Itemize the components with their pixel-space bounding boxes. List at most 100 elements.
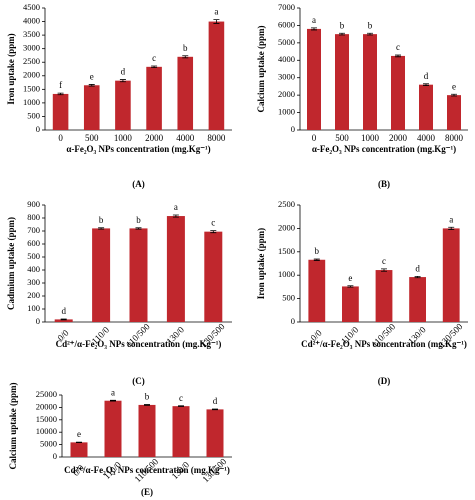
y-tick-label: 2000: [23, 70, 40, 80]
error-bar: [151, 65, 158, 69]
bar: [166, 216, 185, 322]
y-tick-label: 800: [27, 212, 40, 222]
y-axis-label: Iron uptake (ppm): [256, 228, 266, 299]
y-tick-label: 0: [53, 451, 57, 461]
bar: [391, 55, 405, 130]
y-tick-label: 2500: [23, 56, 40, 66]
error-bar: [311, 27, 317, 31]
bar: [115, 80, 131, 130]
significance-letter: a: [174, 202, 178, 212]
y-tick-label: 500: [27, 110, 40, 120]
significance-letter: b: [136, 215, 141, 225]
bar: [308, 259, 326, 322]
x-tick-label: 4000: [417, 133, 436, 143]
y-axis-label: Cadmium uptake (ppm): [6, 217, 16, 310]
error-bar: [57, 92, 64, 96]
y-tick-label: 300: [27, 277, 40, 287]
significance-letter: b: [340, 20, 345, 30]
bar: [307, 28, 321, 131]
significance-letter: d: [415, 263, 420, 273]
bar: [146, 66, 162, 130]
y-tick-label: 10000: [36, 426, 57, 436]
error-bar: [210, 230, 217, 234]
panel-label: (E): [141, 487, 153, 497]
y-tick-label: 7000: [278, 2, 295, 12]
error-bar: [423, 83, 429, 86]
x-axis-label: Cd²⁺/α-Fe₂O₃ NPs concentration (mg.Kg⁻¹): [56, 339, 222, 349]
significance-letter: b: [99, 215, 104, 225]
panel-label: (B): [378, 179, 390, 189]
significance-letter: d: [424, 71, 429, 81]
x-tick-label: 2000: [145, 133, 164, 143]
bar: [138, 404, 156, 457]
x-axis-label: α-Fe₂O₃ NPs concentration (mg.Kg⁻¹): [312, 144, 456, 154]
y-tick-label: 500: [27, 251, 40, 261]
x-tick-label: 0: [312, 133, 317, 143]
bar: [92, 228, 111, 322]
bar: [363, 34, 377, 131]
significance-letter: e: [452, 81, 456, 91]
error-bar: [172, 214, 179, 218]
significance-letter: f: [59, 80, 62, 90]
y-tick-label: 3500: [23, 29, 40, 39]
error-bar: [144, 404, 150, 406]
y-tick-label: 15000: [36, 414, 57, 424]
error-bar: [339, 32, 345, 36]
bar: [208, 21, 225, 130]
significance-letter: d: [121, 67, 126, 77]
bar: [442, 228, 460, 322]
significance-letter: e: [90, 72, 94, 82]
bar: [375, 270, 393, 322]
y-tick-label: 0: [291, 124, 295, 134]
significance-letter: c: [211, 218, 215, 228]
error-bar: [110, 399, 116, 402]
bar: [409, 277, 426, 322]
y-tick-label: 400: [27, 264, 40, 274]
y-tick-label: 1000: [23, 97, 40, 107]
bar: [52, 93, 69, 130]
y-tick-label: 200: [27, 290, 40, 300]
error-bar: [448, 226, 455, 230]
error-bar: [347, 285, 354, 288]
y-tick-label: 600: [27, 238, 40, 248]
panel-label: (C): [132, 376, 145, 386]
bar: [70, 442, 88, 457]
x-tick-label: 8000: [445, 133, 464, 143]
significance-letter: a: [449, 214, 453, 224]
significance-letter: b: [315, 246, 320, 256]
error-bar: [98, 227, 105, 230]
error-bar: [182, 55, 189, 59]
x-tick-label: 500: [335, 133, 349, 143]
x-tick-label: 4000: [176, 133, 195, 143]
y-tick-label: 25000: [36, 389, 57, 399]
x-tick-label: 500: [85, 133, 99, 143]
significance-letter: a: [214, 7, 218, 17]
x-axis-label: α-Fe₂O₃ NPs concentration (mg.Kg⁻¹): [66, 144, 210, 154]
bar: [54, 319, 73, 322]
bar: [447, 95, 461, 130]
significance-letter: d: [213, 396, 218, 406]
y-axis-label: Calcium uptake (ppm): [256, 25, 266, 112]
bar: [83, 85, 100, 130]
x-tick-label: 8000: [207, 133, 226, 143]
y-axis-label: Calcium uptake (ppm): [8, 382, 18, 469]
error-bar: [395, 54, 401, 58]
bar: [172, 406, 190, 457]
y-tick-label: 0: [36, 124, 40, 134]
significance-letter: e: [348, 273, 352, 283]
y-tick-label: 5000: [40, 439, 57, 449]
significance-letter: b: [183, 43, 188, 53]
y-tick-label: 4000: [23, 16, 40, 26]
x-tick-label: 1000: [361, 133, 380, 143]
y-tick-label: 5000: [278, 37, 295, 47]
significance-letter: b: [368, 20, 373, 30]
y-tick-label: 700: [27, 225, 40, 235]
y-tick-label: 3000: [23, 43, 40, 53]
y-tick-label: 20000: [36, 401, 57, 411]
significance-letter: a: [312, 15, 316, 25]
y-tick-label: 4500: [23, 2, 40, 12]
y-axis-label: Iron uptake (ppm): [6, 33, 16, 104]
significance-letter: a: [111, 387, 115, 397]
error-bar: [313, 258, 320, 261]
